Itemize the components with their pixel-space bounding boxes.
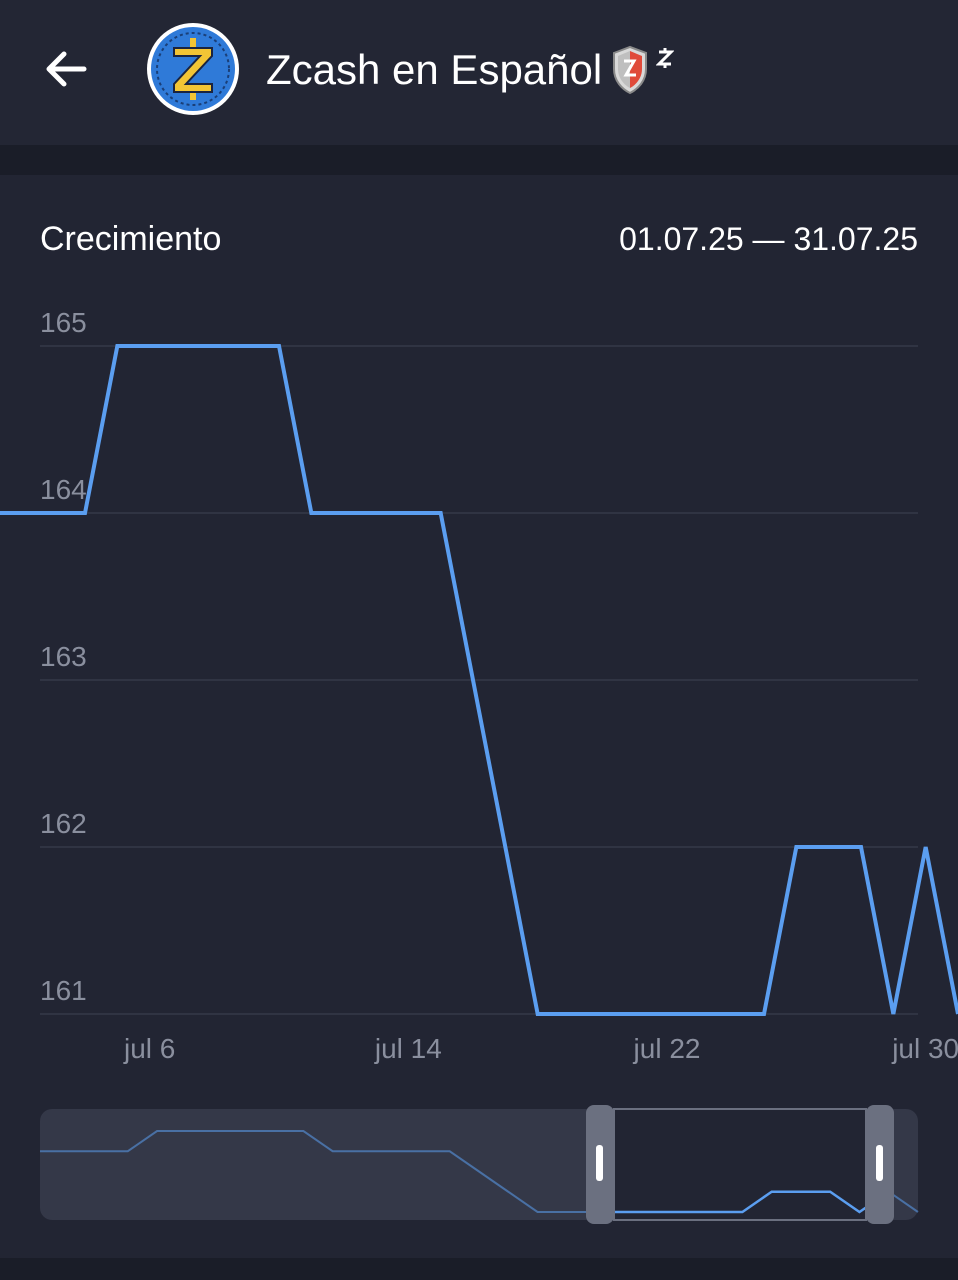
section-title: Crecimiento — [40, 220, 222, 258]
separator — [0, 145, 958, 175]
top-bar: Zcash en Español — [0, 0, 958, 145]
navigator-selection — [614, 1109, 866, 1220]
y-tick-label: 161 — [40, 975, 87, 1006]
growth-chart[interactable]: 161 162 163 164 165 jul 6 jul 14 jul 22 jul 30 — [0, 175, 958, 1258]
series-line — [0, 344, 958, 1016]
back-button[interactable] — [28, 34, 104, 104]
channel-title[interactable]: Zcash en Español — [266, 44, 675, 96]
y-tick-label: 162 — [40, 808, 87, 839]
y-tick-label: 163 — [40, 641, 87, 672]
y-tick-label: 165 — [40, 307, 87, 338]
chart-series — [0, 344, 958, 1016]
arrow-left-icon — [46, 51, 87, 87]
y-tick-label: 164 — [40, 474, 87, 505]
navigator-selected-line — [614, 1190, 866, 1214]
x-tick-label: jul 22 — [633, 1033, 701, 1064]
bottom-strip — [0, 1258, 958, 1280]
range-navigator[interactable] — [40, 1105, 919, 1224]
navigator-left-handle-grip — [596, 1145, 603, 1181]
date-range[interactable]: 01.07.25 — 31.07.25 — [619, 221, 918, 257]
shield-badge-icon — [613, 45, 648, 95]
y-axis-labels: 161 162 163 164 165 — [40, 307, 87, 1006]
x-tick-label: jul 30 — [891, 1033, 958, 1064]
x-tick-label: jul 6 — [123, 1033, 175, 1064]
x-tick-label: jul 14 — [374, 1033, 442, 1064]
navigator-right-handle-grip — [876, 1145, 883, 1181]
x-axis-labels: jul 6 jul 14 jul 22 jul 30 — [123, 1033, 958, 1064]
chart-grid — [40, 345, 918, 1015]
channel-title-text: Zcash en Español — [266, 46, 603, 93]
growth-card: Crecimiento 01.07.25 — 31.07.25 161 162 16… — [0, 175, 958, 1258]
channel-avatar[interactable] — [146, 22, 240, 116]
zcash-superscript-icon — [656, 48, 675, 68]
zcash-logo-icon — [147, 23, 239, 115]
